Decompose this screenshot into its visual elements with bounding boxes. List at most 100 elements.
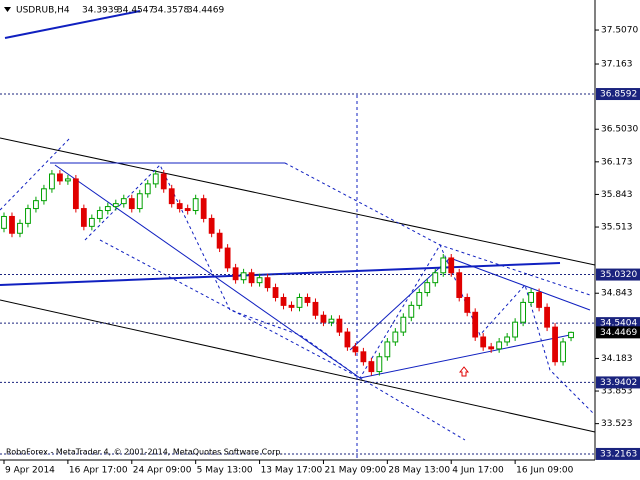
- candle-body: [232, 267, 239, 281]
- x-tick-label: 5 May 13:00: [197, 466, 253, 476]
- y-tick-label: 36.173: [601, 157, 633, 167]
- candle-body: [488, 346, 495, 350]
- candle-body: [352, 346, 359, 353]
- candle-body: [320, 314, 327, 323]
- chart-title: USDRUB,H4: [16, 6, 70, 16]
- level-label-bg: [596, 447, 640, 460]
- forecast-line: [0, 137, 71, 211]
- candle-body: [288, 304, 295, 308]
- x-tick-label: 24 Apr 09:00: [133, 466, 192, 476]
- y-tick-label: 35.513: [601, 223, 633, 233]
- level-label: 33.2163: [600, 449, 637, 459]
- y-tick-label: 34.183: [601, 354, 633, 364]
- candle-body: [57, 173, 63, 182]
- candle-body: [496, 341, 503, 350]
- candle-body: [440, 257, 447, 274]
- candle-body: [464, 296, 471, 313]
- candle-body: [280, 296, 287, 306]
- candle-body: [264, 277, 271, 289]
- candle-body: [392, 331, 399, 343]
- candle-body: [88, 217, 95, 227]
- candle-body: [512, 321, 519, 338]
- footer: RoboForex - MetaTrader 4, © 2001-2014, M…: [6, 448, 283, 457]
- candle-body: [552, 326, 558, 363]
- candle-body: [80, 208, 87, 227]
- price-label-bg: [596, 326, 640, 339]
- x-tick-label: 21 May 09:00: [324, 466, 386, 476]
- candle-body: [432, 272, 439, 284]
- candle-body: [72, 178, 79, 210]
- candle-body: [504, 336, 511, 343]
- y-tick-label: 37.163: [601, 60, 633, 70]
- candle-body: [64, 178, 71, 182]
- level-label: 36.8592: [600, 90, 637, 100]
- candle-body: [208, 217, 215, 234]
- y-tick-label: 35.843: [601, 190, 633, 200]
- x-tick-label: 13 May 17:00: [261, 466, 323, 476]
- candle-body: [360, 351, 367, 363]
- candle-body: [568, 331, 574, 339]
- candle-body: [120, 198, 127, 205]
- candle-body: [33, 200, 39, 210]
- menu-triangle[interactable]: [4, 7, 11, 12]
- candle-body: [328, 318, 335, 323]
- price-label: 34.4469: [600, 328, 637, 338]
- trend-line: [449, 257, 591, 311]
- y-tick-label: 36.5030: [601, 125, 638, 135]
- candle-body: [560, 341, 566, 363]
- candle-body: [17, 222, 23, 234]
- candle-body: [272, 287, 279, 298]
- candle-body: [528, 292, 535, 303]
- candle-body: [448, 257, 455, 274]
- header-open: 34.3939: [82, 6, 119, 16]
- candle-body: [344, 331, 351, 348]
- candle-body: [416, 292, 423, 306]
- candle-body: [400, 316, 407, 333]
- header-high: 34.4547: [117, 6, 154, 16]
- candle-body: [9, 215, 15, 234]
- y-tick-label: 34.843: [601, 289, 633, 299]
- y-tick-label: 33.523: [601, 419, 633, 429]
- x-tick-label: 16 Jun 09:00: [516, 466, 573, 476]
- candle-body: [240, 272, 247, 281]
- trend-line: [4, 10, 141, 39]
- candle-body: [184, 208, 191, 212]
- trend-line: [54, 164, 361, 379]
- trend-line: [0, 262, 561, 286]
- candle-body: [192, 198, 199, 212]
- candle-body: [456, 272, 463, 298]
- candle-body: [216, 232, 223, 249]
- candle-body: [1, 215, 7, 229]
- candle-body: [152, 173, 159, 185]
- forecast-line: [99, 239, 466, 441]
- plot-area: [0, 93, 595, 455]
- x-tick-label: 16 Apr 17:00: [69, 466, 128, 476]
- y-tick-label: 33.853: [601, 387, 633, 397]
- x-tick-label: 28 May 13:00: [388, 466, 450, 476]
- candle-body: [248, 272, 255, 284]
- level-label-bg: [596, 376, 640, 389]
- candle-body: [25, 208, 31, 224]
- candle-body: [472, 311, 479, 338]
- candle-body: [104, 206, 111, 212]
- candle-body: [536, 292, 542, 308]
- y-tick-label: 37.5070: [601, 26, 638, 36]
- candle-body: [336, 318, 343, 333]
- candle-body: [384, 341, 391, 358]
- candle-body: [408, 304, 415, 318]
- trend-line: [359, 334, 571, 379]
- candle-body: [49, 173, 55, 190]
- candle-body: [168, 188, 175, 205]
- candle-body: [96, 210, 103, 219]
- level-label: 34.5404: [600, 319, 637, 329]
- candle-body: [136, 193, 143, 210]
- candle-body: [176, 203, 183, 210]
- candle-body: [256, 277, 263, 284]
- forecast-line: [84, 164, 596, 416]
- candle-body: [368, 361, 375, 373]
- trend-line: [0, 299, 596, 433]
- candle-body: [480, 336, 487, 348]
- candle-body: [112, 203, 119, 208]
